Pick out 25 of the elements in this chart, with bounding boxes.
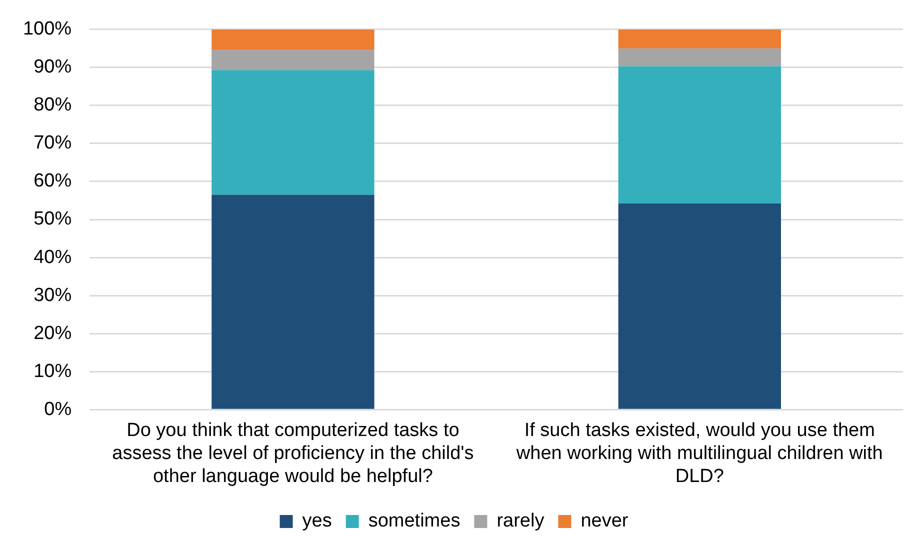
bar	[618, 204, 781, 409]
bar	[212, 29, 374, 50]
bar	[618, 48, 781, 66]
y-tick-label: 0%	[44, 398, 72, 420]
y-tick-label: 80%	[34, 94, 72, 116]
legend-label: rarely	[496, 510, 545, 532]
y-tick-label: 30%	[34, 284, 72, 306]
y-tick-label: 10%	[34, 360, 72, 382]
legend-label: sometimes	[368, 510, 460, 532]
y-tick-label: 60%	[34, 170, 72, 192]
bar	[618, 66, 781, 204]
x-tick-label: If such tasks existed, would you use them when working with multilingual children with DLD?	[515, 420, 883, 487]
y-tick-label: 40%	[34, 246, 72, 268]
legend-label: never	[580, 510, 629, 532]
y-tick-label: 20%	[34, 322, 72, 344]
legend-label: yes	[302, 510, 332, 532]
y-tick-label: 90%	[34, 56, 72, 78]
y-tick-label: 70%	[34, 132, 72, 154]
bar	[212, 70, 374, 195]
y-tick-label: 100%	[22, 18, 72, 40]
x-tick-label: Do you think that computerized tasks to assess the level of proficiency in the child's other language would be helpful?	[112, 420, 474, 487]
y-tick-label: 50%	[34, 208, 72, 230]
bar	[212, 50, 374, 70]
bar	[618, 29, 781, 48]
bar	[212, 194, 374, 409]
